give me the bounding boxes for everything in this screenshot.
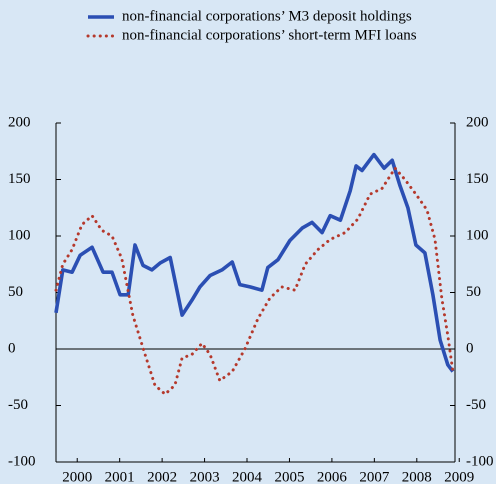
y2-tick-label: -100 xyxy=(466,453,494,469)
y2-tick-label: 150 xyxy=(466,171,489,187)
legend-label: non-financial corporations’ short-term M… xyxy=(122,27,417,43)
y-tick-label: 50 xyxy=(8,284,23,300)
y-tick-label: -50 xyxy=(8,397,28,413)
x-tick-label: 2006 xyxy=(317,469,348,484)
y2-tick-label: -50 xyxy=(466,397,486,413)
series-line xyxy=(54,166,455,396)
x-tick-label: 2009 xyxy=(444,469,474,484)
y-tick-label: 100 xyxy=(8,227,31,243)
y2-tick-label: 200 xyxy=(466,114,489,130)
y-tick-label: -100 xyxy=(8,453,36,469)
x-tick-label: 2008 xyxy=(402,469,432,484)
x-tick-label: 2001 xyxy=(105,469,135,484)
y-tick-label: 150 xyxy=(8,171,31,187)
y-tick-label: 200 xyxy=(8,114,31,130)
series-line xyxy=(54,152,455,373)
y2-tick-label: 50 xyxy=(466,284,481,300)
x-tick-label: 2005 xyxy=(274,469,304,484)
y2-tick-label: 0 xyxy=(466,340,474,356)
x-tick-label: 2003 xyxy=(190,469,220,484)
x-tick-label: 2000 xyxy=(62,469,92,484)
x-tick-label: 2004 xyxy=(232,469,263,484)
legend-label: non-financial corporations’ M3 deposit h… xyxy=(122,8,412,24)
y-tick-label: 0 xyxy=(8,340,16,356)
y2-tick-label: 100 xyxy=(466,227,489,243)
x-tick-label: 2002 xyxy=(147,469,177,484)
x-tick-label: 2007 xyxy=(359,469,390,484)
